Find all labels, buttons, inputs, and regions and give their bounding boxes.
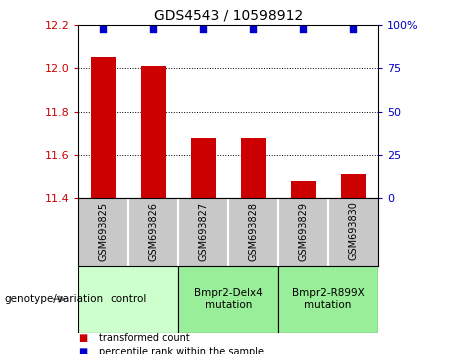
Bar <box>290 181 316 198</box>
Text: Bmpr2-R899X
mutation: Bmpr2-R899X mutation <box>292 288 365 310</box>
Title: GDS4543 / 10598912: GDS4543 / 10598912 <box>154 8 303 22</box>
Bar <box>241 138 266 198</box>
Text: ■: ■ <box>78 333 88 343</box>
Text: control: control <box>110 294 147 304</box>
Text: ■: ■ <box>78 347 88 354</box>
Bar <box>278 266 378 333</box>
Text: percentile rank within the sample: percentile rank within the sample <box>99 347 264 354</box>
Point <box>249 26 257 32</box>
Bar <box>191 138 216 198</box>
Text: GSM693826: GSM693826 <box>148 202 158 261</box>
Text: genotype/variation: genotype/variation <box>5 294 104 304</box>
Point <box>100 26 107 32</box>
Text: GSM693830: GSM693830 <box>348 202 358 261</box>
Bar <box>91 57 116 198</box>
Text: GSM693827: GSM693827 <box>198 202 208 261</box>
Bar <box>178 266 278 333</box>
Bar <box>341 175 366 198</box>
Text: transformed count: transformed count <box>99 333 190 343</box>
Point <box>300 26 307 32</box>
Text: GSM693829: GSM693829 <box>298 202 308 261</box>
Point <box>149 26 157 32</box>
Text: GSM693828: GSM693828 <box>248 202 258 261</box>
Point <box>349 26 357 32</box>
Text: Bmpr2-Delx4
mutation: Bmpr2-Delx4 mutation <box>194 288 263 310</box>
Text: GSM693825: GSM693825 <box>98 202 108 261</box>
Bar <box>78 266 178 333</box>
Point <box>200 26 207 32</box>
Bar <box>141 66 166 198</box>
